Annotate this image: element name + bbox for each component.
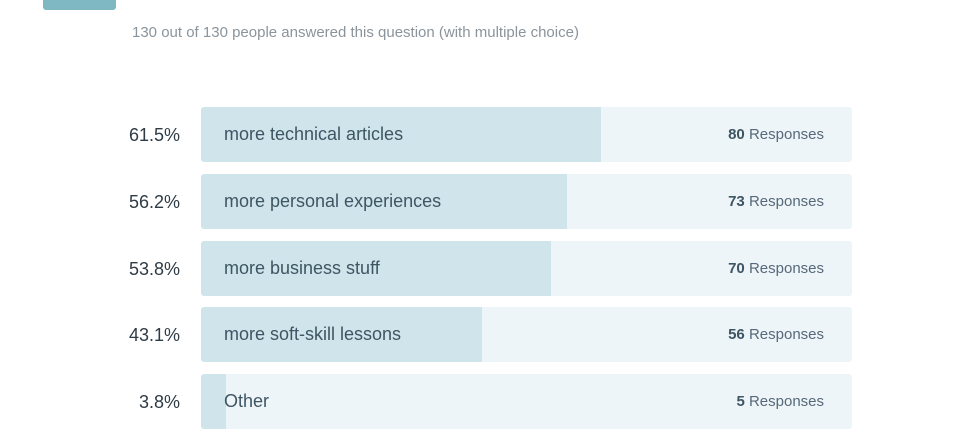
response-count: 56 Responses [728,307,824,362]
percent-label: 56.2% [128,191,180,212]
response-count-value: 73 [728,192,745,210]
response-count-value: 56 [728,326,745,344]
question-number-badge [43,0,116,10]
answer-bar-chart: 61.5% more technical articles 80 Responses… [0,107,970,441]
response-count: 80 Responses [728,107,824,162]
option-label: more technical articles [224,124,404,144]
answer-row: 56.2% more personal experiences 73 Respons… [0,173,970,230]
bar-track: more business stuff 70 Responses [201,240,852,296]
response-count-value: 5 [736,393,745,410]
percent-label: 3.8% [138,392,180,412]
answer-row: 61.5% more technical articles 80 Responses [0,107,970,163]
percent-label: 61.5% [128,125,180,145]
question-subtitle: 130 out of 130 people answered this ques… [132,24,579,41]
bar-fill [201,240,552,296]
bar-track: Other 5 Responses [201,374,852,429]
percent-label: 43.1% [128,325,180,346]
response-count-value: 70 [728,259,745,277]
option-label: more personal experiences [224,190,442,211]
response-count-value: 80 [728,126,745,143]
responses-word: Responses [748,326,824,344]
responses-word: Responses [748,192,824,210]
percent-label: 53.8% [128,258,180,279]
answer-row: 3.8% Other 5 Responses [0,374,970,430]
bar-fill [201,307,482,363]
bar-track: more technical articles 80 Responses [201,107,852,162]
option-label: more soft-skill lessons [224,324,402,345]
responses-word: Responses [748,393,824,410]
response-count: 5 Responses [736,374,824,429]
response-count: 70 Responses [728,241,824,296]
bar-fill [201,173,567,229]
answer-row: 53.8% more business stuff 70 Responses [0,240,970,297]
responses-word: Responses [748,126,824,143]
responses-word: Responses [748,259,824,277]
bar-track: more personal experiences 73 Responses [201,173,852,229]
bar-fill [201,374,226,429]
answer-row: 43.1% more soft-skill lessons 56 Responses [0,307,970,363]
bar-track: more soft-skill lessons 56 Responses [201,307,852,363]
option-label: Other [224,391,270,411]
option-label: more business stuff [224,257,380,278]
response-count: 73 Responses [728,174,824,229]
bar-fill [201,107,602,162]
